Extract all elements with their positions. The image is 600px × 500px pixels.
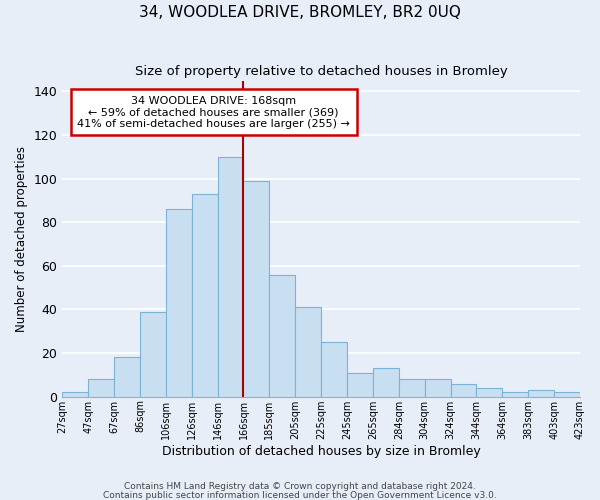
Title: Size of property relative to detached houses in Bromley: Size of property relative to detached ho… [135,65,508,78]
Bar [321,342,347,396]
Bar [114,358,140,397]
Bar [502,392,528,396]
Bar [295,308,321,396]
Bar [528,390,554,396]
Bar [476,388,502,396]
Bar [554,392,580,396]
X-axis label: Distribution of detached houses by size in Bromley: Distribution of detached houses by size … [162,444,481,458]
Bar [62,392,88,396]
Bar [425,379,451,396]
Bar [192,194,218,396]
Text: 34 WOODLEA DRIVE: 168sqm
← 59% of detached houses are smaller (369)
41% of semi-: 34 WOODLEA DRIVE: 168sqm ← 59% of detach… [77,96,350,129]
Bar [244,181,269,396]
Bar [88,379,114,396]
Bar [373,368,399,396]
Bar [451,384,476,396]
Bar [218,157,244,396]
Text: Contains public sector information licensed under the Open Government Licence v3: Contains public sector information licen… [103,490,497,500]
Bar [166,209,192,396]
Text: 34, WOODLEA DRIVE, BROMLEY, BR2 0UQ: 34, WOODLEA DRIVE, BROMLEY, BR2 0UQ [139,5,461,20]
Bar [269,274,295,396]
Text: Contains HM Land Registry data © Crown copyright and database right 2024.: Contains HM Land Registry data © Crown c… [124,482,476,491]
Bar [399,379,425,396]
Bar [140,312,166,396]
Bar [347,372,373,396]
Y-axis label: Number of detached properties: Number of detached properties [15,146,28,332]
